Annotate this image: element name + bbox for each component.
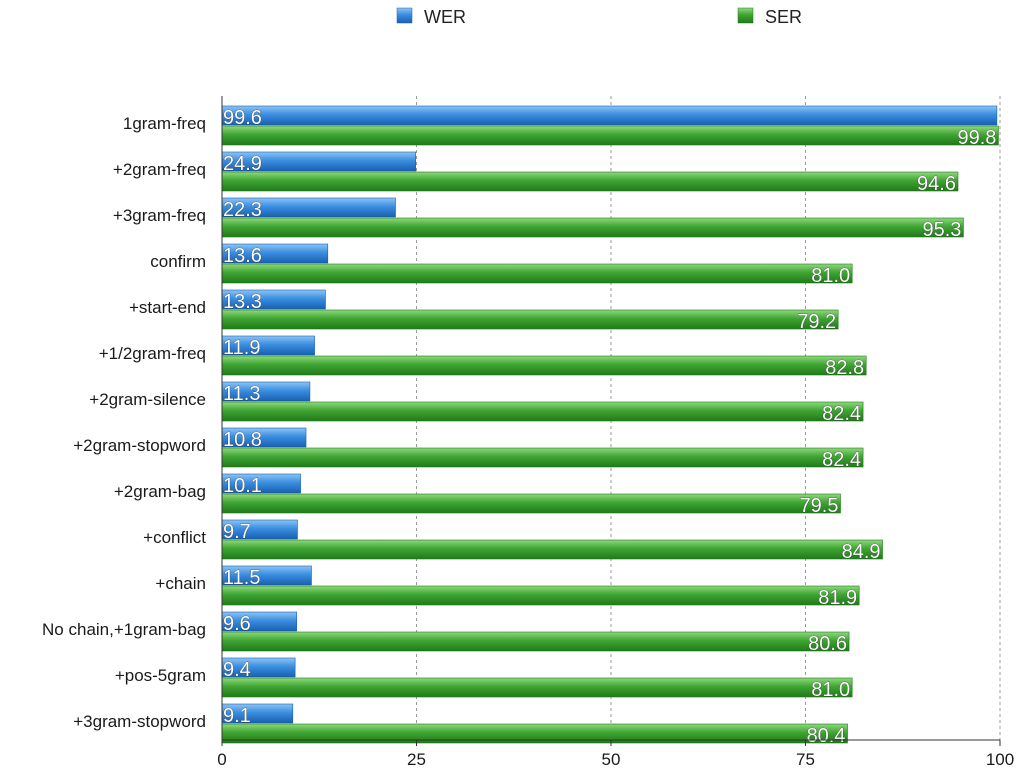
value-labels: 99.6 99.8 24.9 94.6 22.3 95.3 13.6 81.0 13.3 79.2… [223, 107, 997, 748]
bar-ser [221, 263, 853, 284]
data-label-ser: 79.5 [800, 495, 839, 517]
bar-wer [221, 105, 998, 126]
data-label-ser: 81.9 [818, 587, 857, 609]
legend: WER SER [396, 7, 802, 27]
category-label: +2gram-bag [114, 482, 206, 501]
bars [221, 105, 999, 744]
bar-ser [221, 493, 841, 514]
category-label: 1gram-freq [123, 114, 206, 133]
category-label: +2gram-silence [89, 390, 206, 409]
data-label-ser: 84.9 [842, 541, 881, 563]
legend-item-wer: WER [396, 7, 466, 27]
category-label: +chain [155, 574, 206, 593]
x-tick-label: 50 [602, 750, 621, 769]
x-tick-label: 25 [407, 750, 426, 769]
bar-ser [221, 401, 864, 422]
legend-label-wer: WER [424, 7, 466, 27]
data-label-ser: 80.6 [808, 633, 847, 655]
data-label-ser: 94.6 [917, 173, 956, 195]
data-label-wer: 9.6 [223, 613, 251, 635]
data-label-wer: 9.1 [223, 705, 251, 727]
bar-ser [221, 447, 864, 468]
data-label-ser: 80.4 [807, 725, 846, 747]
data-label-wer: 10.8 [223, 429, 262, 451]
legend-swatch-wer [396, 7, 413, 24]
data-label-wer: 13.3 [223, 291, 262, 313]
data-label-wer: 22.3 [223, 199, 262, 221]
category-label: +3gram-freq [113, 206, 206, 225]
data-label-ser: 95.3 [922, 219, 961, 241]
data-label-wer: 11.5 [223, 567, 260, 589]
data-label-ser: 82.8 [825, 357, 864, 379]
data-label-wer: 9.4 [223, 659, 251, 681]
data-label-wer: 10.1 [223, 475, 262, 497]
category-label: +pos-5gram [115, 666, 206, 685]
data-label-wer: 11.3 [223, 383, 260, 405]
bar-ser [221, 217, 964, 238]
legend-swatch-ser [737, 7, 754, 24]
bar-ser [221, 309, 839, 330]
category-labels: 1gram-freq +2gram-freq +3gram-freq confirm +… [42, 114, 206, 731]
category-label: +start-end [129, 298, 206, 317]
bar-ser [221, 539, 883, 560]
data-label-ser: 81.0 [811, 679, 850, 701]
category-label: +3gram-stopword [73, 712, 206, 731]
bar-ser [221, 631, 850, 652]
category-label: +conflict [143, 528, 206, 547]
bar-ser [221, 125, 999, 146]
data-label-ser: 81.0 [811, 265, 850, 287]
data-label-ser: 79.2 [797, 311, 836, 333]
category-label: confirm [150, 252, 206, 271]
data-label-ser: 82.4 [822, 403, 861, 425]
bar-ser [221, 585, 860, 606]
data-label-wer: 9.7 [223, 521, 251, 543]
bar-ser [221, 677, 853, 698]
data-label-ser: 82.4 [822, 449, 861, 471]
category-label: +2gram-freq [113, 160, 206, 179]
category-label: +1/2gram-freq [99, 344, 206, 363]
data-label-wer: 99.6 [223, 107, 262, 129]
data-label-wer: 13.6 [223, 245, 262, 267]
x-tick-label: 0 [217, 750, 226, 769]
category-label: No chain,+1gram-bag [42, 620, 206, 639]
legend-label-ser: SER [765, 7, 802, 27]
bar-ser [221, 171, 959, 192]
data-label-wer: 24.9 [223, 153, 262, 175]
data-label-ser: 99.8 [958, 127, 997, 149]
bar-ser [221, 355, 867, 376]
data-label-wer: 11.9 [223, 337, 260, 359]
category-label: +2gram-stopword [73, 436, 206, 455]
x-axis-ticks: 0 25 50 75 100 [217, 740, 1014, 769]
x-tick-label: 75 [796, 750, 815, 769]
x-tick-label: 100 [986, 750, 1014, 769]
legend-item-ser: SER [737, 7, 802, 27]
